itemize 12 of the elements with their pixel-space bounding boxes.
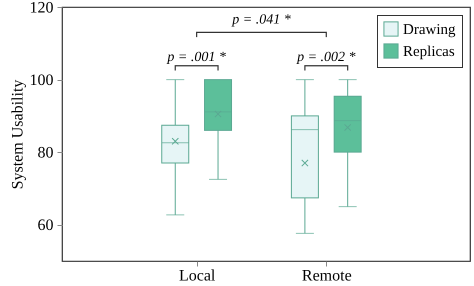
y-tick-label: 100 bbox=[30, 72, 54, 90]
x-tick-label: Local bbox=[178, 268, 216, 284]
annotation: p = .001 * bbox=[166, 50, 226, 66]
legend-label: Drawing bbox=[403, 22, 456, 38]
legend-label: Replicas bbox=[403, 44, 455, 60]
y-tick-label: 60 bbox=[38, 217, 54, 234]
y-tick-label: 80 bbox=[38, 144, 54, 162]
x-tick-label: Remote bbox=[302, 268, 352, 284]
annotation: p = .041 * bbox=[231, 12, 291, 28]
y-tick-label: 120 bbox=[30, 0, 54, 16]
y-axis-title: System Usability bbox=[10, 80, 26, 190]
annotation: p = .002 * bbox=[296, 50, 356, 66]
